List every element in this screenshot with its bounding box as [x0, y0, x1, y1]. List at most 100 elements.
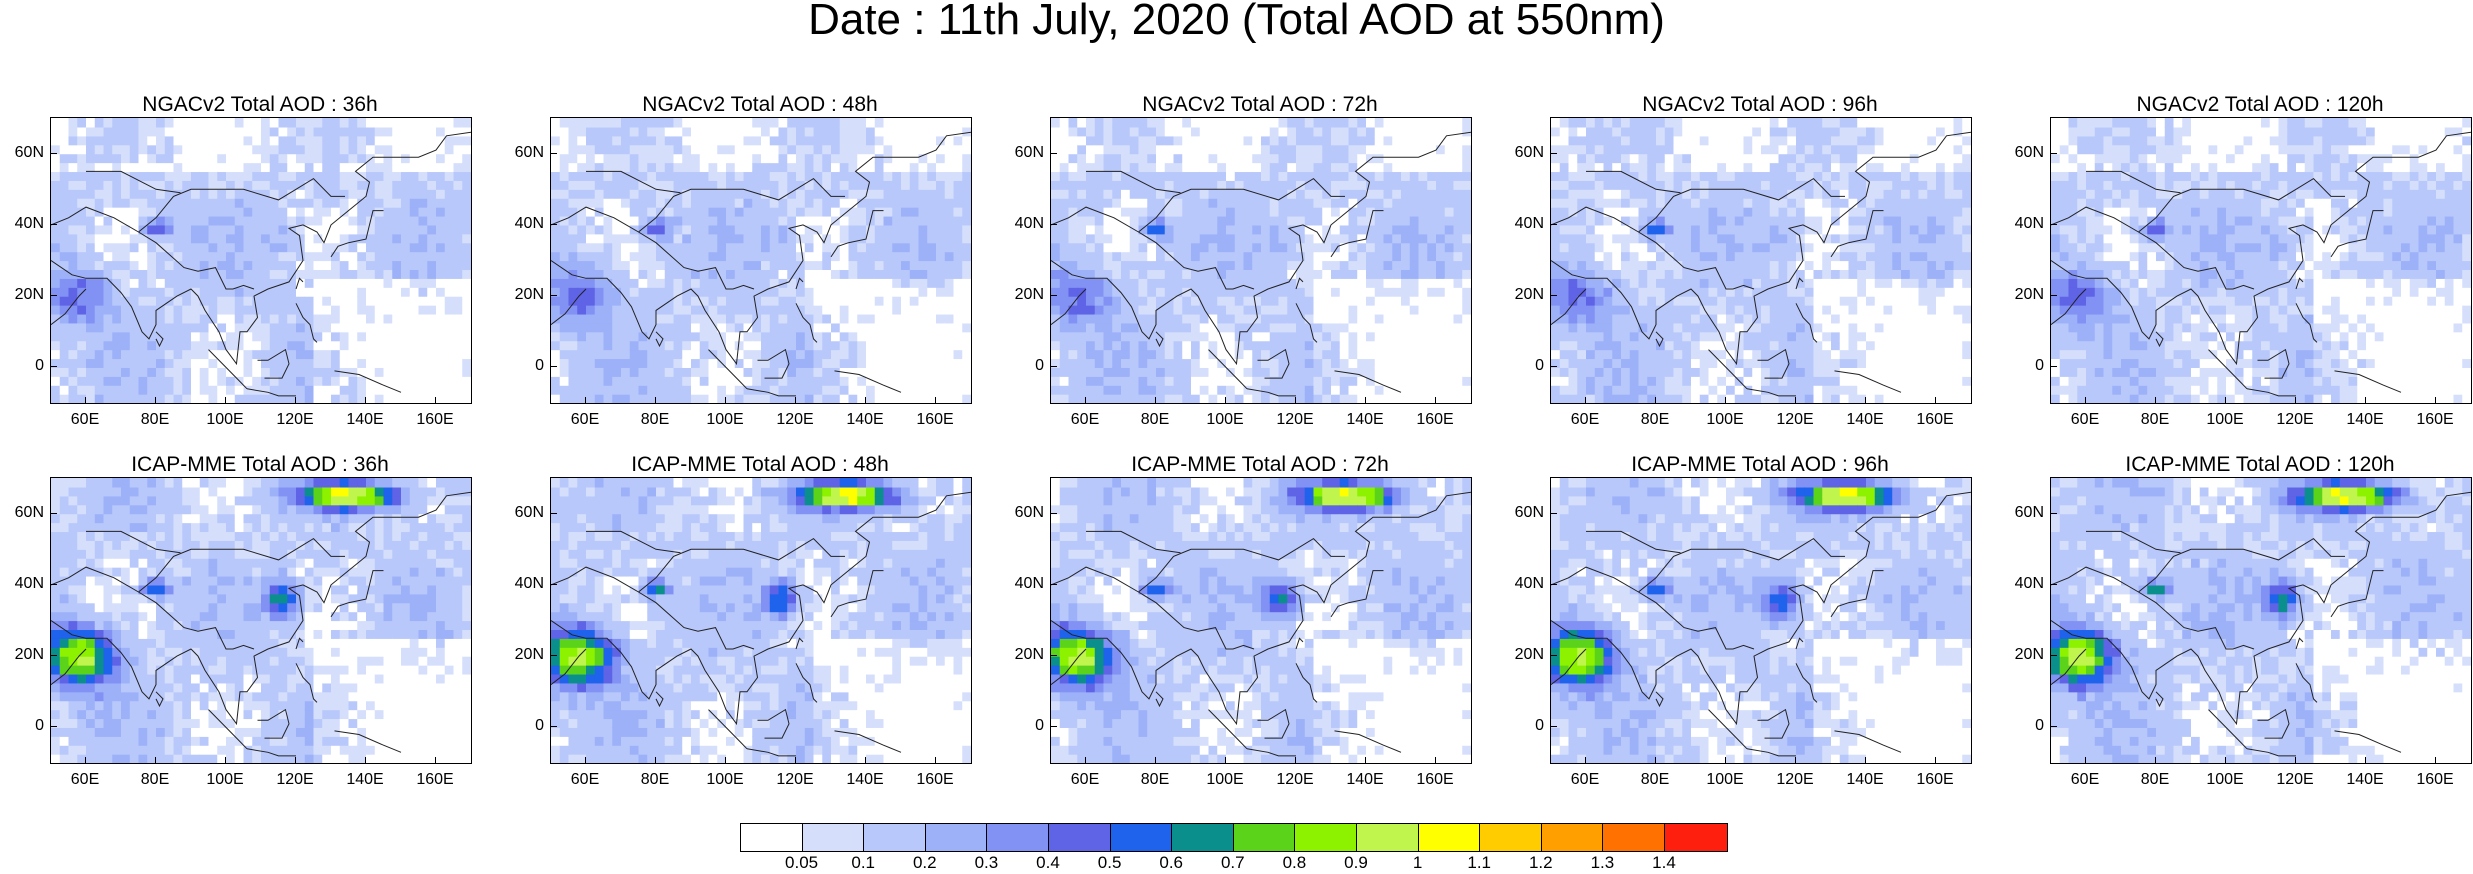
aod-grid-cell: [1331, 331, 1341, 342]
aod-grid-cell: [1094, 385, 1105, 395]
aod-grid-cell: [1383, 358, 1393, 368]
aod-grid-cell: [392, 269, 402, 279]
aod-grid-cell: [444, 135, 455, 146]
aod-grid-cell: [1348, 322, 1358, 333]
aod-grid-cell: [1138, 180, 1148, 190]
aod-grid-cell: [1401, 376, 1411, 386]
aod-grid-cell: [121, 242, 131, 253]
aod-grid-cell: [1226, 224, 1236, 235]
aod-grid-cell: [1551, 331, 1561, 342]
aod-grid-cell: [559, 180, 570, 190]
aod-grid-cell: [629, 278, 640, 288]
aod-grid-cell: [551, 358, 561, 368]
aod-grid-cell: [1339, 349, 1350, 360]
aod-grid-cell: [252, 340, 262, 351]
aod-grid-cell: [1112, 180, 1122, 190]
aod-grid-cell: [664, 144, 675, 155]
aod-grid-cell: [1051, 313, 1061, 324]
aod-grid-cell: [568, 198, 578, 208]
aod-grid-cell: [357, 180, 367, 190]
aod-grid-cell: [462, 162, 471, 173]
aod-grid-cell: [866, 251, 876, 262]
aod-grid-cell: [1418, 215, 1428, 226]
aod-grid-cell: [831, 118, 841, 128]
aod-grid-cell: [1287, 251, 1297, 262]
aod-grid-cell: [112, 215, 122, 226]
aod-grid-cell: [787, 126, 797, 137]
aod-grid-cell: [1348, 233, 1358, 244]
aod-grid-cell: [1621, 331, 1631, 342]
aod-grid-cell: [1217, 135, 1227, 146]
aod-grid-cell: [612, 215, 622, 226]
aod-grid-cell: [129, 135, 140, 146]
aod-grid-cell: [182, 126, 192, 137]
aod-grid-cell: [936, 126, 946, 137]
aod-grid-cell: [682, 260, 692, 271]
aod-grid-cell: [1374, 118, 1385, 128]
aod-grid-cell: [691, 296, 701, 306]
aod-grid-cell: [1086, 162, 1096, 173]
aod-grid-cell: [778, 322, 788, 333]
aod-grid-cell: [1331, 394, 1341, 403]
aod-grid-cell: [1551, 171, 1561, 181]
aod-grid-cell: [1296, 358, 1306, 368]
aod-grid-cell: [77, 287, 87, 297]
aod-grid-cell: [1138, 251, 1148, 262]
aod-grid-cell: [278, 153, 288, 164]
aod-grid-cell: [1226, 340, 1236, 351]
aod-grid-cell: [953, 171, 963, 181]
aod-grid-cell: [822, 322, 832, 333]
aod-grid-cell: [59, 349, 70, 360]
aod-grid-cell: [629, 251, 640, 262]
aod-grid-cell: [1436, 251, 1446, 262]
aod-grid-cell: [409, 358, 420, 368]
aod-grid-cell: [682, 376, 692, 386]
aod-grid-cell: [1331, 207, 1341, 217]
aod-grid-cell: [217, 126, 227, 137]
aod-grid-cell: [103, 394, 113, 403]
aod-grid-cell: [1383, 278, 1393, 288]
aod-grid-cell: [383, 394, 393, 403]
aod-grid-cell: [796, 224, 806, 235]
aod-grid-cell: [621, 118, 631, 128]
aod-grid-cell: [296, 180, 306, 190]
aod-grid-cell: [1453, 358, 1463, 368]
aod-grid-cell: [1094, 296, 1105, 306]
aod-grid-cell: [313, 171, 323, 181]
aod-grid-cell: [586, 340, 596, 351]
aod-grid-cell: [296, 394, 306, 403]
aod-grid-cell: [708, 242, 718, 253]
aod-grid-cell: [86, 296, 96, 306]
aod-grid-cell: [1278, 358, 1288, 368]
aod-grid-cell: [339, 260, 350, 271]
aod-grid-cell: [208, 340, 218, 351]
aod-grid-cell: [892, 171, 902, 181]
aod-grid-cell: [1331, 278, 1341, 288]
aod-grid-cell: [278, 224, 288, 235]
aod-grid-cell: [761, 349, 771, 360]
aod-grid-cell: [1401, 358, 1411, 368]
aod-grid-cell: [1243, 171, 1253, 181]
aod-grid-cell: [682, 233, 692, 244]
aod-grid-cell: [94, 251, 105, 262]
aod-grid-cell: [778, 198, 788, 208]
aod-grid-cell: [892, 394, 902, 403]
aod-grid-cell: [621, 349, 631, 360]
aod-grid-cell: [831, 278, 841, 288]
aod-grid-cell: [1462, 296, 1471, 306]
aod-grid-cell: [831, 162, 841, 173]
aod-grid-cell: [217, 269, 227, 279]
aod-grid-cell: [199, 287, 210, 297]
aod-grid-cell: [743, 260, 753, 271]
aod-grid-cell: [453, 189, 463, 199]
aod-grid-cell: [629, 376, 640, 386]
aod-grid-cell: [322, 358, 332, 368]
aod-grid-cell: [918, 322, 928, 333]
aod-grid-cell: [156, 278, 166, 288]
aod-grid-cell: [1164, 207, 1175, 217]
aod-grid-cell: [1427, 260, 1437, 271]
aod-grid-cell: [586, 144, 596, 155]
aod-grid-cell: [656, 180, 666, 190]
aod-grid-cell: [322, 233, 332, 244]
aod-grid-cell: [1103, 385, 1113, 395]
